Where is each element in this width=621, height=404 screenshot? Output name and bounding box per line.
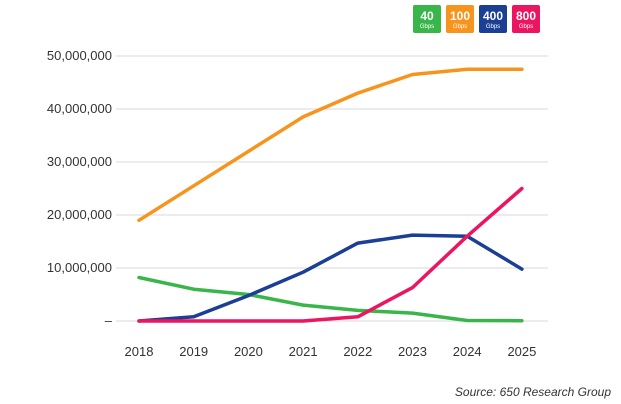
grid-lines [116, 55, 548, 322]
series-lines [137, 67, 524, 323]
series-line-40 [137, 275, 524, 323]
legend-unit: Gbps [453, 24, 467, 30]
y-tick-label: 40,000,000 [47, 101, 112, 116]
source-note: Source: 650 Research Group [455, 385, 611, 399]
legend-label: 800 [516, 9, 536, 23]
x-tick-label: 2024 [453, 344, 482, 359]
x-tick-label: 2020 [234, 344, 263, 359]
y-tick-label: – [105, 313, 113, 328]
y-tick-label: 50,000,000 [47, 48, 112, 63]
legend-label: 40 [420, 9, 434, 23]
legend-swatch [446, 5, 474, 33]
y-tick-label: 30,000,000 [47, 154, 112, 169]
legend-swatch [413, 5, 441, 33]
y-tick-label: 20,000,000 [47, 207, 112, 222]
x-tick-label: 2019 [179, 344, 208, 359]
legend-unit: Gbps [519, 24, 533, 30]
legend-swatch [512, 5, 540, 33]
x-tick-label: 2018 [125, 344, 154, 359]
x-tick-label: 2025 [507, 344, 536, 359]
series-line-100 [137, 67, 524, 223]
x-tick-label: 2021 [289, 344, 318, 359]
legend-label: 400 [483, 9, 503, 23]
x-tick-label: 2022 [343, 344, 372, 359]
series-line-800 [137, 186, 524, 323]
y-tick-label: 10,000,000 [47, 260, 112, 275]
y-axis: – 10,000,000 20,000,000 30,000,000 40,000,00… [47, 48, 113, 328]
series-line-400 [137, 233, 524, 323]
legend-unit: Gbps [420, 24, 434, 30]
legend-label: 100 [450, 9, 470, 23]
x-axis: 2018 2019 2020 2021 2022 2023 2024 2025 [125, 344, 537, 359]
legend-unit: Gbps [486, 24, 500, 30]
legend-swatch [479, 5, 507, 33]
x-tick-label: 2023 [398, 344, 427, 359]
